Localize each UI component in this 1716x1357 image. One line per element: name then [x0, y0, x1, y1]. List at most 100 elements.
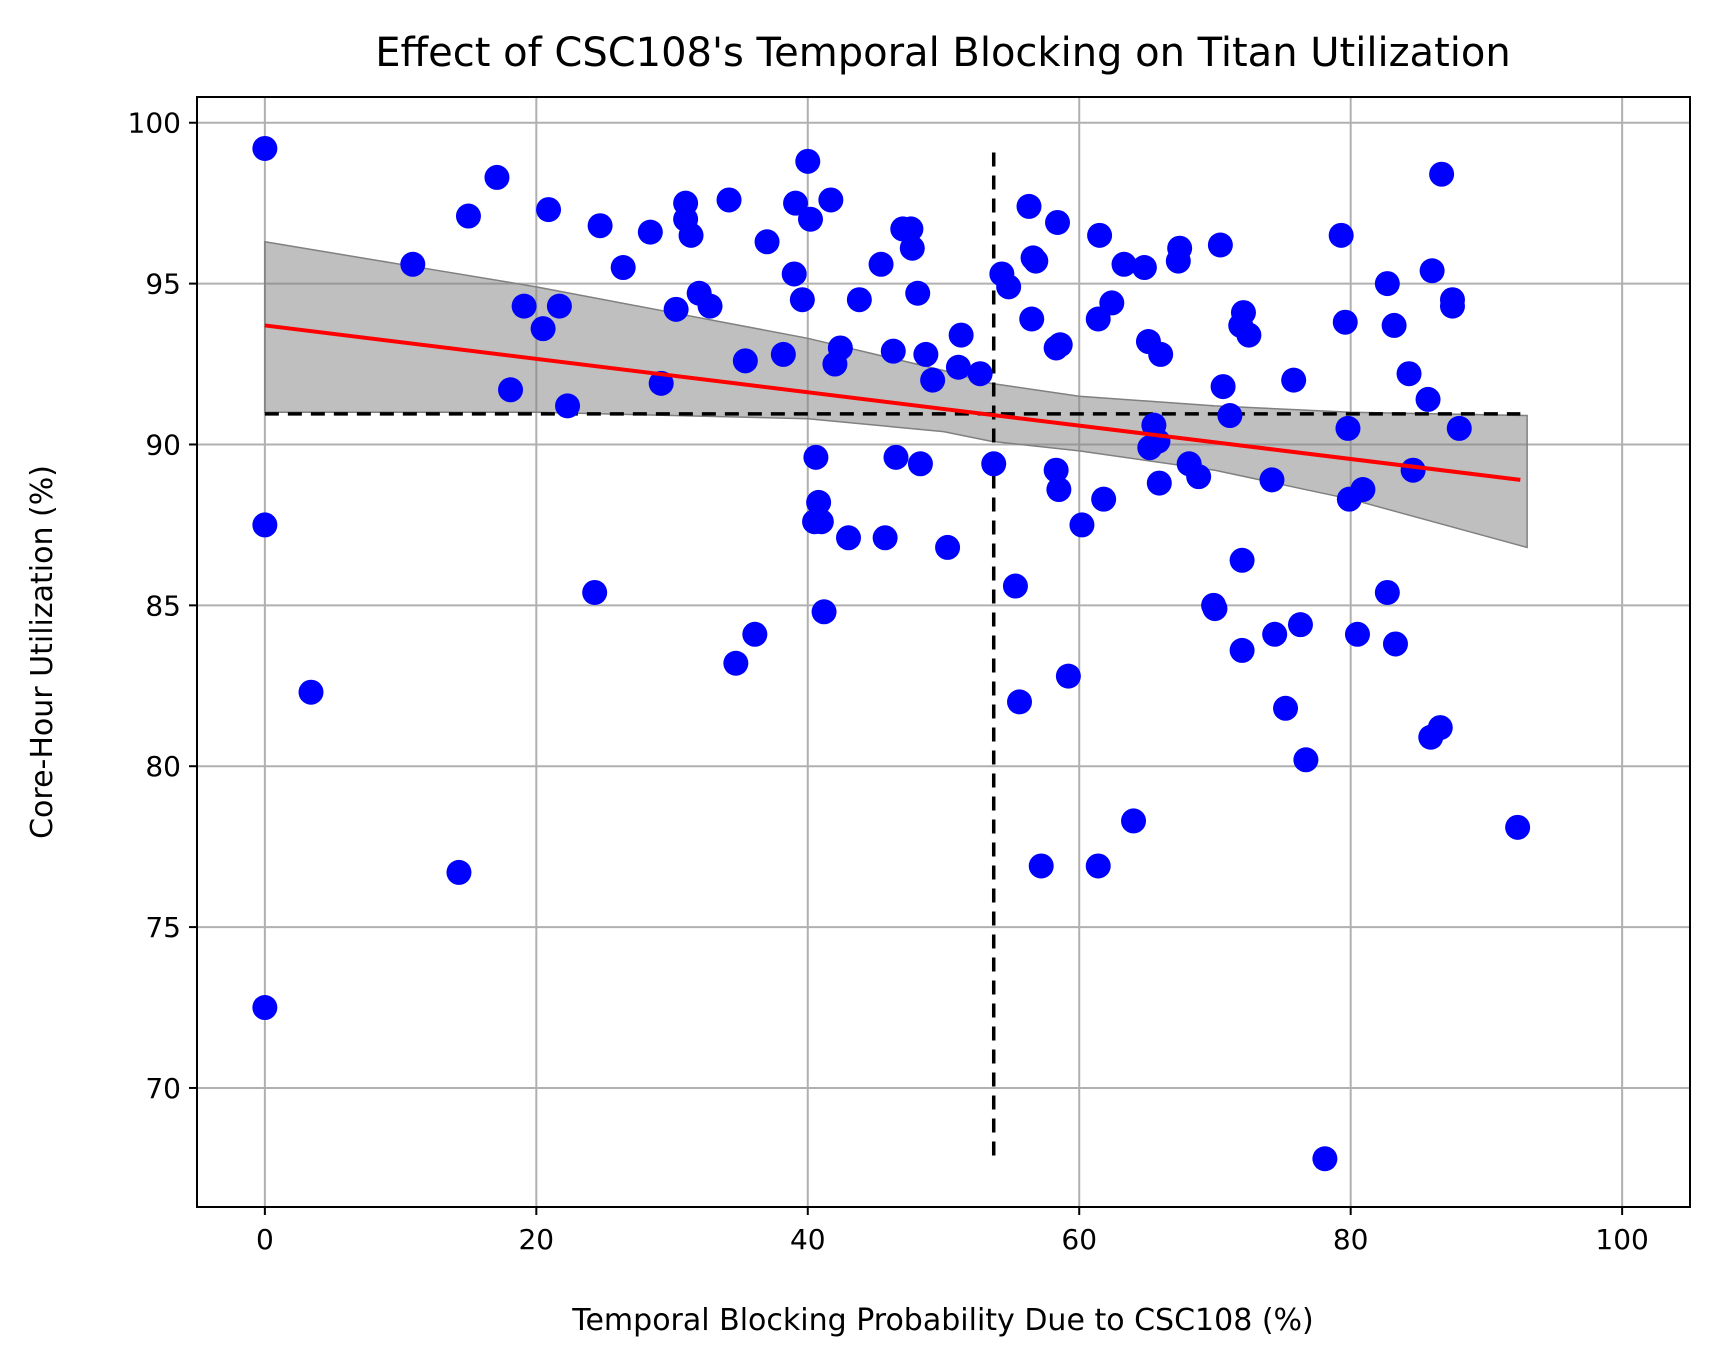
data-point: [546, 293, 572, 319]
data-point: [582, 579, 608, 605]
data-point: [781, 261, 807, 287]
data-point: [1400, 457, 1426, 483]
data-point: [1131, 255, 1157, 281]
data-point: [1047, 332, 1073, 358]
data-points: [252, 135, 1531, 1172]
data-point: [1328, 222, 1354, 248]
data-point: [252, 512, 278, 538]
data-point: [1186, 464, 1212, 490]
x-tick-label: 40: [790, 1223, 826, 1256]
data-point: [1202, 596, 1228, 622]
data-point: [1002, 573, 1028, 599]
data-point: [1381, 312, 1407, 338]
x-axis-label: Temporal Blocking Probability Due to CSC…: [571, 1303, 1314, 1338]
data-point: [610, 255, 636, 281]
data-point: [1028, 853, 1054, 879]
data-point: [1505, 814, 1531, 840]
data-point: [920, 367, 946, 393]
chart-title: Effect of CSC108's Temporal Blocking on …: [375, 30, 1510, 76]
data-point: [905, 280, 931, 306]
data-point: [1229, 637, 1255, 663]
data-point: [732, 348, 758, 374]
y-tick-label: 90: [145, 428, 181, 461]
data-point: [827, 335, 853, 361]
data-point: [637, 219, 663, 245]
data-point: [1230, 300, 1256, 326]
data-point: [511, 293, 537, 319]
data-point: [536, 197, 562, 223]
data-point: [648, 370, 674, 396]
y-tick-label: 75: [145, 911, 181, 944]
data-point: [907, 451, 933, 477]
data-point: [1091, 486, 1117, 512]
y-tick-label: 100: [128, 107, 181, 140]
data-point: [252, 135, 278, 161]
data-point: [1016, 193, 1042, 219]
data-point: [835, 525, 861, 551]
data-point: [789, 287, 815, 313]
plot-frame: [196, 96, 1691, 1208]
data-point: [446, 859, 472, 885]
data-point: [678, 222, 704, 248]
data-point: [797, 206, 823, 232]
data-point: [913, 341, 939, 367]
data-point: [1111, 251, 1137, 277]
data-point: [846, 287, 872, 313]
regression-fit-line: [264, 323, 1521, 482]
data-point: [673, 190, 699, 216]
data-point: [530, 316, 556, 342]
data-point: [723, 650, 749, 676]
data-point: [1419, 258, 1445, 284]
data-point: [1045, 209, 1071, 235]
data-point: [945, 354, 971, 380]
data-point: [1023, 248, 1049, 274]
reference-lines: [264, 145, 1521, 1156]
data-point: [899, 235, 925, 261]
data-point: [1259, 467, 1285, 493]
data-point: [298, 679, 324, 705]
data-point: [996, 274, 1022, 300]
data-point: [967, 361, 993, 387]
data-point: [1007, 689, 1033, 715]
data-point: [1350, 477, 1376, 503]
data-point: [1087, 222, 1113, 248]
data-point: [1287, 612, 1313, 638]
y-axis-label: Core-Hour Utilization (%): [25, 465, 60, 839]
data-point: [1332, 309, 1358, 335]
data-point: [868, 251, 894, 277]
data-point: [1273, 695, 1299, 721]
data-point: [1146, 470, 1172, 496]
data-point: [948, 322, 974, 348]
data-point: [1374, 271, 1400, 297]
data-point: [1085, 853, 1111, 879]
data-point: [1167, 235, 1193, 261]
data-point: [1043, 457, 1069, 483]
data-point: [400, 251, 426, 277]
data-point: [1446, 415, 1472, 441]
data-point: [587, 213, 613, 239]
data-point: [1335, 415, 1361, 441]
data-point: [1099, 290, 1125, 316]
data-point: [1236, 322, 1262, 348]
y-tick-label: 80: [145, 750, 181, 783]
x-tick-label: 0: [256, 1223, 274, 1256]
data-point: [1312, 1146, 1338, 1172]
y-tick-label: 70: [145, 1072, 181, 1105]
data-point: [252, 995, 278, 1021]
data-point: [770, 341, 796, 367]
data-point: [1217, 403, 1243, 429]
data-point: [1344, 621, 1370, 647]
data-point: [1210, 374, 1236, 400]
x-tick-label: 100: [1595, 1223, 1648, 1256]
x-tick-label: 20: [518, 1223, 554, 1256]
data-point: [742, 621, 768, 647]
data-point: [455, 203, 481, 229]
data-point: [754, 229, 780, 255]
data-point: [1415, 386, 1441, 412]
data-point: [1262, 621, 1288, 647]
data-point: [1374, 579, 1400, 605]
data-point: [808, 509, 834, 535]
data-point: [1382, 631, 1408, 657]
data-point: [1121, 808, 1147, 834]
